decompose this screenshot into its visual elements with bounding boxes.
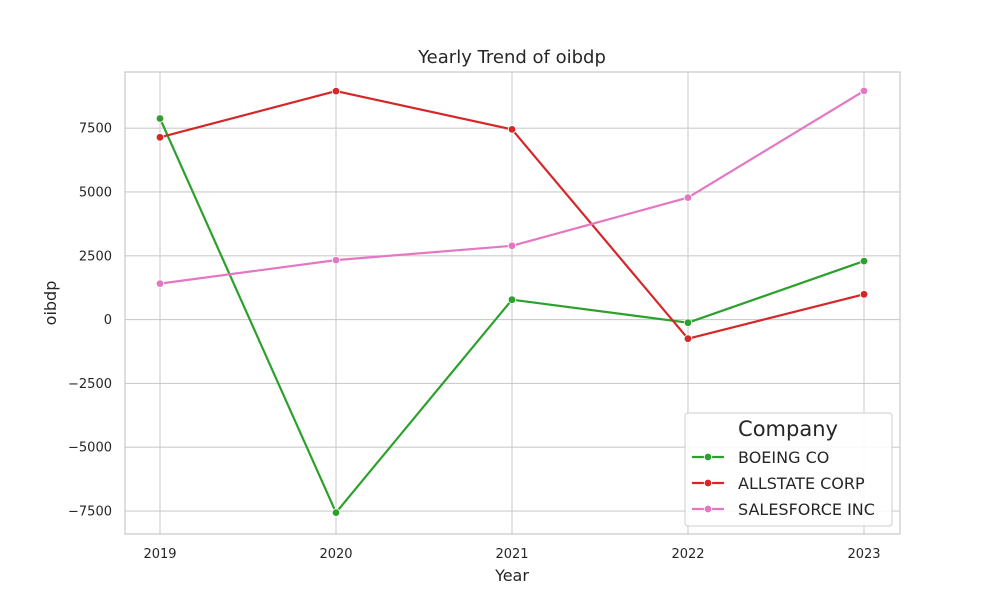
series-allstate-corp	[155, 86, 869, 343]
chart-title: Yearly Trend of oibdp	[417, 47, 606, 68]
legend-entries: BOEING CO ALLSTATE CORP SALESFORCE INC	[692, 448, 875, 519]
data-point	[859, 86, 869, 96]
data-point	[507, 125, 517, 134]
y-axis-label: oibdp	[41, 281, 60, 326]
x-tick-label: 2022	[671, 547, 704, 562]
data-point	[859, 290, 869, 299]
data-point	[331, 508, 341, 517]
data-point	[155, 133, 165, 142]
data-point	[683, 318, 693, 327]
data-point	[859, 256, 869, 266]
data-point	[507, 295, 517, 304]
legend-label: ALLSTATE CORP	[738, 474, 865, 493]
legend-marker	[703, 504, 713, 514]
y-tick-label: 7500	[79, 122, 112, 137]
series-salesforce-inc	[155, 86, 869, 288]
y-tick-labels: −7500 −5000 −2500 0 2500 5000 7500	[68, 122, 112, 520]
y-tick-label: 0	[104, 313, 112, 328]
data-point	[155, 114, 165, 123]
x-tick-label: 2019	[143, 547, 176, 562]
legend: Company BOEING CO ALLSTATE CORP SALESFORCE…	[684, 412, 893, 527]
x-tick-label: 2020	[319, 547, 352, 562]
legend-label: SALESFORCE INC	[738, 500, 875, 519]
data-point	[331, 86, 341, 96]
series-boeing-co	[155, 114, 869, 517]
plot-frame	[124, 71, 901, 535]
data-point	[331, 255, 341, 265]
data-point	[507, 241, 517, 250]
legend-entry: SALESFORCE INC	[692, 500, 875, 519]
x-tick-labels: 2019 2020 2021 2022 2023	[143, 547, 880, 562]
legend-box	[684, 412, 893, 527]
legend-label: BOEING CO	[738, 448, 829, 467]
legend-entry: BOEING CO	[692, 448, 829, 467]
legend-marker	[703, 478, 713, 488]
legend-entry: ALLSTATE CORP	[692, 474, 865, 493]
y-tick-label: 2500	[79, 249, 112, 264]
data-point	[683, 193, 693, 202]
x-tick-label: 2023	[847, 547, 880, 562]
x-tick-label: 2021	[495, 547, 528, 562]
y-tick-label: −5000	[68, 441, 112, 456]
legend-marker	[703, 452, 713, 462]
y-tick-label: −2500	[68, 377, 112, 392]
data-point	[683, 334, 693, 343]
series-layer	[155, 86, 869, 517]
data-point	[155, 279, 165, 288]
x-axis-label: Year	[494, 566, 529, 585]
y-tick-label: 5000	[79, 185, 112, 200]
legend-title: Company	[738, 417, 838, 441]
y-tick-label: −7500	[68, 505, 112, 520]
